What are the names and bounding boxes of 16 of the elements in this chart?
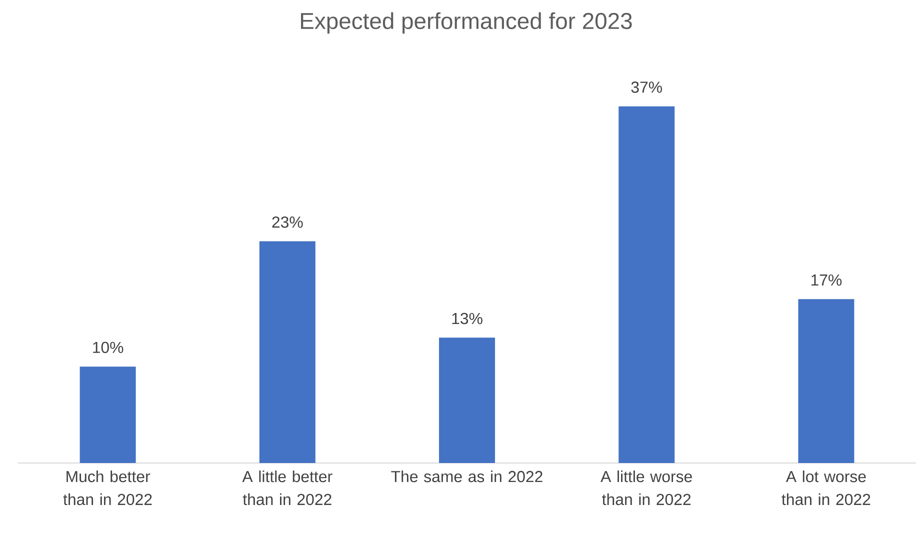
bar [798, 299, 854, 463]
chart-title: Expected performanced for 2023 [301, 12, 632, 34]
data-label: 17% [811, 274, 842, 286]
bar [618, 106, 675, 463]
bar [80, 366, 136, 463]
x-tick-label: A little better than in 2022 [242, 470, 332, 506]
x-tick-label: A little worse than in 2022 [600, 470, 692, 506]
x-tick-label: The same as in 2022 [391, 470, 542, 482]
bar [259, 241, 316, 463]
data-label: 10% [93, 342, 124, 354]
x-tick-label: Much better than in 2022 [63, 470, 152, 506]
x-tick-label: A lot worse than in 2022 [782, 470, 870, 506]
bar [439, 338, 496, 463]
data-label: 23% [272, 216, 303, 228]
data-label: 13% [452, 312, 482, 324]
data-label: 37% [631, 82, 662, 93]
